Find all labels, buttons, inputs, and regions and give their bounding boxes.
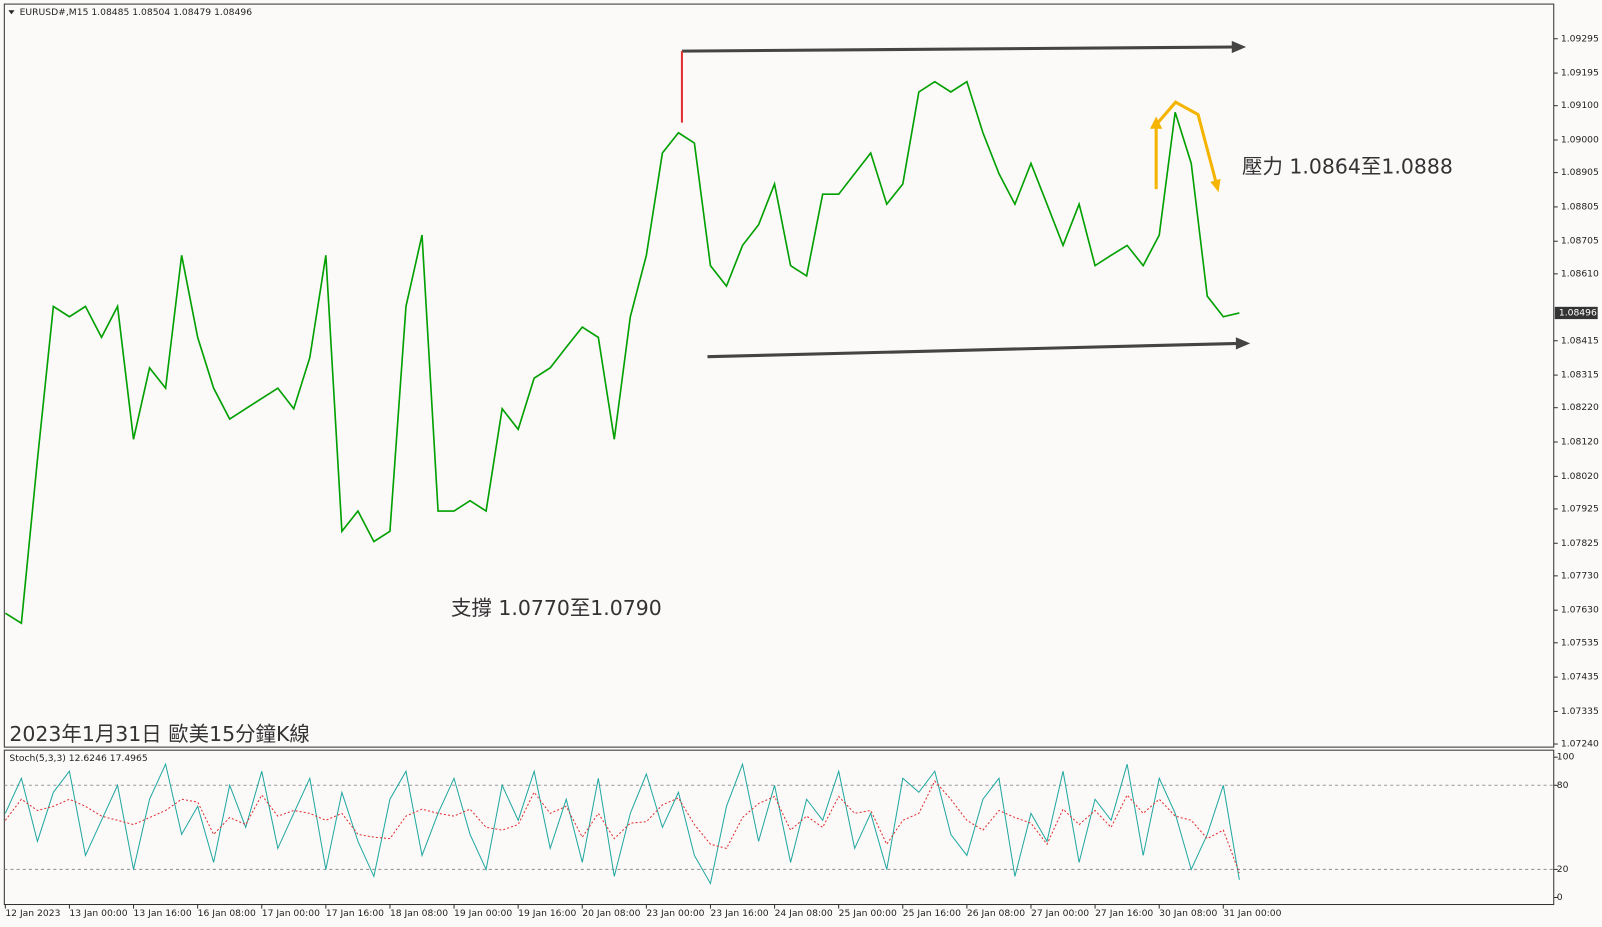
- trend-lines: [681, 40, 1251, 359]
- x-tick-label: 16 Jan 08:00: [198, 908, 256, 919]
- stoch-line: [4, 762, 1240, 885]
- current-price-box: [1554, 306, 1598, 320]
- y-tick-label: 1.08415: [1561, 335, 1599, 346]
- x-tick-label: 17 Jan 16:00: [326, 908, 384, 919]
- arrow-head: [1231, 40, 1247, 54]
- y-tick-label: 1.09000: [1561, 134, 1599, 145]
- x-tick-label: 25 Jan 16:00: [903, 908, 961, 919]
- y-tick-label: 1.07825: [1561, 538, 1599, 549]
- arrow-head: [1235, 337, 1251, 350]
- x-tick-label: 24 Jan 08:00: [775, 908, 833, 919]
- x-tick-label: 23 Jan 16:00: [710, 908, 768, 919]
- resistance-line: [681, 45, 1235, 53]
- x-tick-label: 20 Jan 08:00: [582, 908, 640, 919]
- annotation: 2023年1月31日 歐美15分鐘K線: [9, 722, 309, 746]
- y-tick-label: 1.07630: [1561, 605, 1599, 616]
- arrow-head: [1210, 178, 1221, 193]
- y-tick-label: 1.09100: [1561, 100, 1599, 111]
- y-tick-label: 1.08020: [1561, 471, 1599, 482]
- y-tick-label: 1.08120: [1561, 437, 1599, 448]
- y-tick-label: 1.07335: [1561, 706, 1599, 717]
- y-tick-label: 1.08315: [1561, 370, 1599, 381]
- stoch-header: Stoch(5,3,3) 12.6246 17.4965: [9, 753, 147, 764]
- y-tick-label: 1.09295: [1561, 33, 1599, 44]
- y-tick-label: 1.08220: [1561, 402, 1599, 413]
- y-tick-label: 0: [1557, 892, 1563, 903]
- x-tick-label: 13 Jan 16:00: [134, 908, 192, 919]
- y-tick-label: 1.07240: [1561, 739, 1599, 750]
- y-tick-label: 1.07435: [1561, 672, 1599, 683]
- y-tick-label: 1.07730: [1561, 570, 1599, 581]
- y-tick-label: 1.09195: [1561, 68, 1599, 79]
- x-tick-label: 18 Jan 08:00: [390, 908, 448, 919]
- y-tick-label: 1.07535: [1561, 637, 1599, 648]
- x-tick-label: 19 Jan 00:00: [454, 908, 512, 919]
- y-tick-label: 20: [1557, 864, 1569, 875]
- x-tick-label: 12 Jan 2023: [5, 908, 60, 919]
- y-tick-label: 1.08610: [1561, 268, 1599, 279]
- x-tick-label: 26 Jan 08:00: [967, 908, 1025, 919]
- x-tick-label: 17 Jan 00:00: [262, 908, 320, 919]
- stoch-panel: [3, 749, 1555, 906]
- annotation: 支撐 1.0770至1.0790: [451, 596, 662, 620]
- y-tick-label: 100: [1557, 752, 1575, 763]
- x-tick-label: 31 Jan 00:00: [1223, 908, 1281, 919]
- x-tick-label: 27 Jan 16:00: [1095, 908, 1153, 919]
- x-tick-label: 27 Jan 00:00: [1031, 908, 1089, 919]
- chart-header: EURUSD#,M15 1.08485 1.08504 1.08479 1.08…: [20, 7, 253, 18]
- x-tick-label: 25 Jan 00:00: [839, 908, 897, 919]
- current-price-label: 1.08496: [1559, 307, 1597, 318]
- dropdown-icon: [8, 10, 15, 15]
- yellow-arrows: [1154, 100, 1218, 190]
- stoch-line: [4, 780, 1240, 874]
- y-tick-label: 1.08905: [1561, 167, 1599, 178]
- y-tick-label: 80: [1557, 780, 1569, 791]
- x-tick-label: 30 Jan 08:00: [1159, 908, 1217, 919]
- price-line: [4, 80, 1240, 625]
- x-tick-label: 19 Jan 16:00: [518, 908, 576, 919]
- y-tick-label: 1.08705: [1561, 236, 1599, 247]
- x-tick-label: 23 Jan 00:00: [646, 908, 704, 919]
- support-line: [707, 341, 1239, 359]
- annotation: 壓力 1.0864至1.0888: [1242, 155, 1453, 179]
- y-tick-label: 1.08805: [1561, 201, 1599, 212]
- main-panel: [3, 3, 1555, 748]
- x-tick-label: 13 Jan 00:00: [69, 908, 127, 919]
- arrow-head: [1150, 116, 1163, 129]
- y-tick-label: 1.07925: [1561, 503, 1599, 514]
